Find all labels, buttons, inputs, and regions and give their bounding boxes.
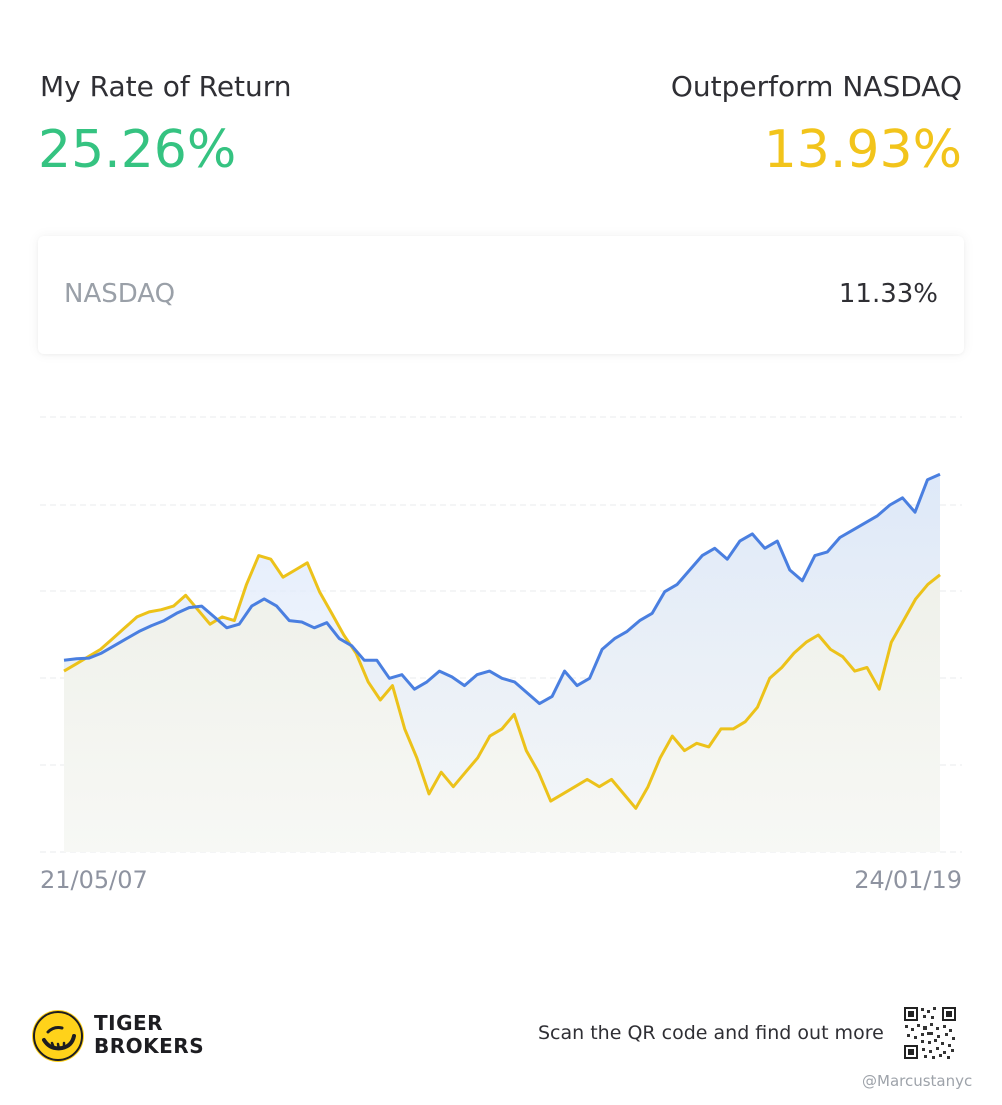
brand-line1: TIGER — [94, 1011, 164, 1035]
nasdaq-line — [63, 554, 941, 810]
watermark: @Marcustanyc — [862, 1072, 973, 1090]
chart-area — [64, 474, 940, 852]
qr-code-icon[interactable] — [903, 1006, 957, 1060]
tiger-brokers-brand: TIGER BROKERS — [32, 1008, 252, 1064]
outperform-value: 13.93% — [763, 120, 962, 180]
portfolio-line — [63, 472, 941, 706]
benchmark-card[interactable]: NASDAQ 11.33% — [38, 236, 964, 354]
outperform-label: Outperform NASDAQ — [670, 70, 962, 103]
return-chart — [40, 416, 962, 853]
x-axis-start-label: 21/05/07 — [40, 866, 148, 894]
my-return-label: My Rate of Return — [40, 70, 292, 103]
chart-lines — [63, 472, 941, 810]
tiger-logo-icon — [32, 1010, 84, 1062]
brand-line2: BROKERS — [94, 1034, 205, 1058]
scan-prompt: Scan the QR code and find out more — [538, 1022, 884, 1044]
my-return-value: 25.26% — [38, 120, 237, 180]
chart-outperform-area — [64, 474, 940, 809]
brand-name: TIGER BROKERS — [94, 1012, 204, 1058]
benchmark-name: NASDAQ — [64, 279, 176, 309]
benchmark-value: 11.33% — [838, 279, 938, 309]
x-axis-end-label: 24/01/19 — [854, 866, 962, 894]
chart-base-area — [64, 474, 940, 852]
